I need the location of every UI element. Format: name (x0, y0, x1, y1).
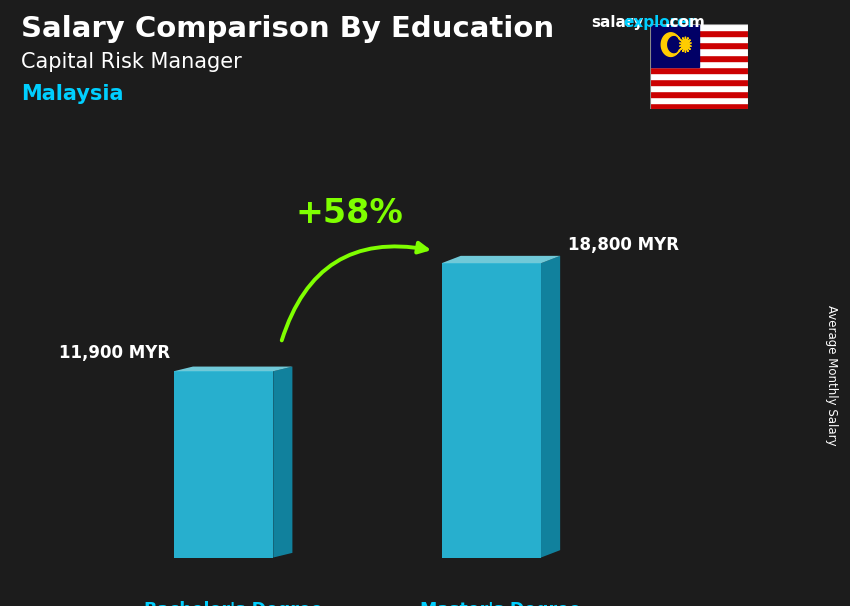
Text: Average Monthly Salary: Average Monthly Salary (824, 305, 838, 446)
Bar (650, 97, 748, 103)
Text: Capital Risk Manager: Capital Risk Manager (21, 52, 242, 72)
Bar (650, 91, 748, 97)
FancyBboxPatch shape (441, 263, 541, 558)
Polygon shape (441, 256, 560, 263)
FancyBboxPatch shape (174, 371, 274, 558)
Polygon shape (274, 367, 292, 558)
Bar (650, 30, 748, 36)
Text: +58%: +58% (296, 196, 404, 230)
Bar (650, 67, 748, 73)
Polygon shape (661, 33, 681, 56)
Bar (650, 61, 748, 67)
Bar (650, 73, 748, 79)
Bar (650, 85, 748, 91)
Bar (650, 42, 748, 48)
Bar (650, 36, 748, 42)
Text: Bachelor's Degree: Bachelor's Degree (144, 601, 322, 606)
Text: explorer: explorer (623, 15, 695, 30)
Bar (650, 48, 748, 55)
Bar (650, 103, 748, 109)
Bar (650, 24, 699, 67)
Text: Salary Comparison By Education: Salary Comparison By Education (21, 15, 554, 43)
Polygon shape (174, 367, 292, 371)
Text: 11,900 MYR: 11,900 MYR (59, 344, 170, 362)
Polygon shape (679, 37, 692, 53)
Text: 18,800 MYR: 18,800 MYR (568, 236, 679, 254)
Bar (650, 79, 748, 85)
Polygon shape (541, 256, 560, 558)
Text: Malaysia: Malaysia (21, 84, 124, 104)
Bar (650, 55, 748, 61)
Text: .com: .com (665, 15, 706, 30)
Bar (650, 24, 748, 30)
Text: salary: salary (591, 15, 643, 30)
Text: Master's Degree: Master's Degree (421, 601, 581, 606)
